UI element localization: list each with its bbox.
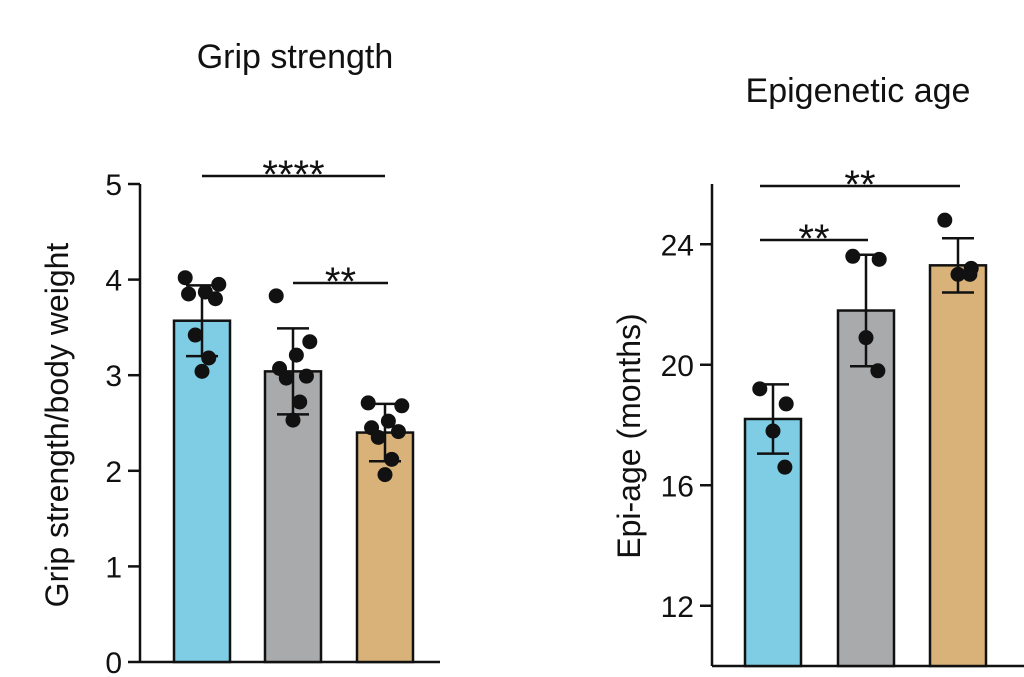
data-point bbox=[302, 334, 318, 350]
data-point bbox=[384, 451, 400, 467]
bars bbox=[743, 264, 988, 668]
y-tick-label: 24 bbox=[661, 229, 694, 262]
chart-title: Epigenetic age bbox=[746, 72, 971, 110]
data-point bbox=[394, 398, 410, 414]
significance-label: **** bbox=[262, 153, 324, 197]
data-point bbox=[181, 286, 197, 302]
data-point bbox=[268, 288, 284, 304]
y-tick-label: 1 bbox=[105, 551, 122, 584]
y-axis-label: Grip strength/body weight bbox=[39, 243, 75, 608]
y-tick-label: 3 bbox=[105, 360, 122, 393]
error-bars bbox=[757, 236, 974, 455]
data-point bbox=[292, 394, 308, 410]
chart-epigenetic-age: Epigenetic age Epi-age (months) 12 16 20 24… bbox=[611, 72, 1024, 668]
data-point bbox=[380, 413, 396, 429]
data-point bbox=[870, 363, 886, 379]
significance-brackets: ****** bbox=[202, 153, 388, 304]
data-point bbox=[201, 350, 217, 366]
y-axis-ticks: 0 1 2 3 4 5 bbox=[105, 169, 140, 677]
significance-label: ** bbox=[798, 217, 829, 261]
chart-grip-strength: Grip strength Grip strength/body weight … bbox=[39, 38, 440, 677]
data-point bbox=[765, 423, 781, 439]
bar bbox=[928, 264, 988, 668]
data-point bbox=[962, 266, 978, 282]
y-tick-label: 0 bbox=[105, 647, 122, 677]
data-points bbox=[177, 270, 410, 483]
chart-title: Grip strength bbox=[197, 38, 394, 76]
y-tick-label: 20 bbox=[661, 350, 694, 383]
data-point bbox=[858, 330, 874, 346]
significance-label: ** bbox=[325, 260, 356, 304]
y-axis-label: Epi-age (months) bbox=[611, 313, 647, 558]
y-tick-label: 4 bbox=[105, 265, 122, 298]
y-tick-label: 5 bbox=[105, 169, 122, 202]
y-tick-label: 12 bbox=[661, 591, 694, 624]
data-point bbox=[278, 370, 294, 386]
data-point bbox=[177, 270, 193, 286]
y-tick-label: 16 bbox=[661, 470, 694, 503]
data-point bbox=[777, 459, 793, 475]
y-tick-label: 2 bbox=[105, 456, 122, 489]
data-point bbox=[950, 266, 966, 282]
data-point bbox=[845, 248, 861, 264]
data-point bbox=[752, 381, 768, 397]
significance-label: ** bbox=[844, 163, 875, 207]
y-axis-ticks: 12 16 20 24 bbox=[661, 229, 712, 624]
data-point bbox=[285, 412, 301, 428]
data-point bbox=[194, 363, 210, 379]
data-point bbox=[207, 291, 223, 307]
data-point bbox=[377, 467, 393, 483]
significance-brackets: ** ** bbox=[760, 163, 960, 261]
data-point bbox=[360, 395, 376, 411]
data-point bbox=[288, 347, 304, 363]
data-point bbox=[937, 212, 953, 228]
bar bbox=[355, 431, 415, 664]
data-point bbox=[778, 396, 794, 412]
data-point bbox=[871, 251, 887, 267]
data-points bbox=[752, 212, 979, 475]
data-point bbox=[390, 424, 406, 440]
data-point bbox=[370, 429, 386, 445]
data-point bbox=[298, 368, 314, 384]
data-point bbox=[187, 327, 203, 343]
data-point bbox=[211, 276, 227, 292]
bar bbox=[743, 417, 803, 668]
